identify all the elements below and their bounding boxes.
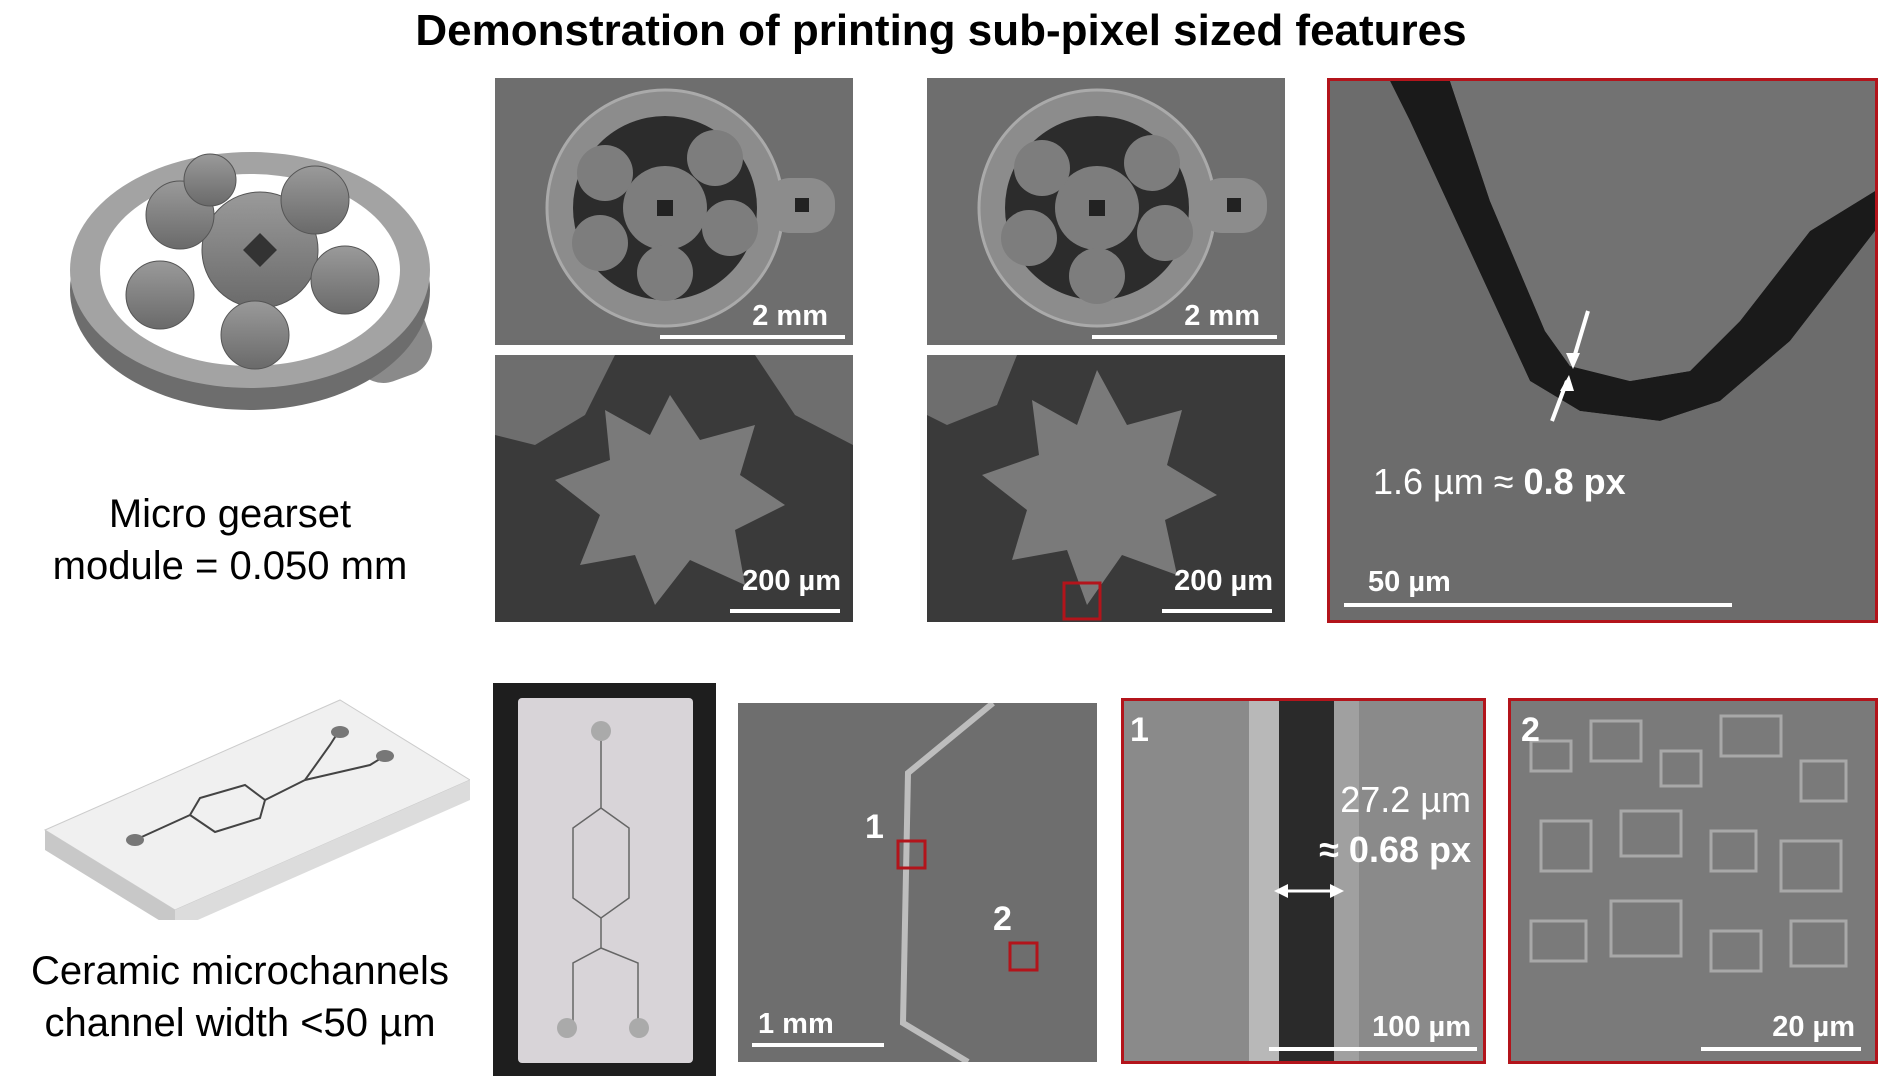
annotation-value: 1.6 µm ≈ bbox=[1373, 461, 1524, 502]
sem-gear-detail-1: 200 µm bbox=[495, 355, 853, 622]
channel-width-pixels: ≈ 0.68 px bbox=[1319, 829, 1471, 871]
highlight-box-1 bbox=[896, 839, 927, 870]
scale-label: 2 mm bbox=[1184, 300, 1260, 332]
scale-bar bbox=[1092, 335, 1277, 339]
sem-channel-zoom-1: 1 27.2 µm ≈ 0.68 px 100 µm bbox=[1121, 698, 1486, 1064]
figure-title: Demonstration of printing sub-pixel size… bbox=[415, 6, 1467, 55]
microchannel-label: Ceramic microchannels channel width <50 … bbox=[5, 945, 475, 1049]
scale-bar bbox=[1344, 603, 1732, 607]
scale-bar bbox=[1269, 1047, 1477, 1051]
sem-gear-overview-1: 2 mm bbox=[495, 78, 853, 345]
panel-number: 2 bbox=[1521, 711, 1540, 749]
scale-bar bbox=[660, 335, 845, 339]
scale-bar bbox=[1701, 1047, 1861, 1051]
gearset-label-line1: Micro gearset bbox=[108, 492, 352, 536]
microchannel-photo bbox=[493, 683, 716, 1076]
scale-label: 200 µm bbox=[1174, 565, 1273, 597]
scale-label: 100 µm bbox=[1372, 1011, 1471, 1043]
gearset-render bbox=[60, 120, 440, 420]
scale-label: 50 µm bbox=[1368, 566, 1451, 598]
sem-channel-zoom-2: 2 20 µm bbox=[1508, 698, 1878, 1064]
scale-label: 1 mm bbox=[758, 1008, 834, 1040]
sem-gear-overview-2: 2 mm bbox=[927, 78, 1285, 345]
sem-gear-zoom: 1.6 µm ≈ 0.8 px 50 µm bbox=[1327, 78, 1878, 623]
highlight-box bbox=[1062, 581, 1102, 621]
microchannel-label-line1: Ceramic microchannels bbox=[31, 949, 449, 993]
channel-width-value: 27.2 µm bbox=[1340, 779, 1471, 820]
microchannel-render bbox=[40, 690, 470, 920]
scale-bar bbox=[752, 1043, 884, 1047]
sem-channel-overview: 1 2 1 mm bbox=[738, 703, 1097, 1062]
marker-2: 2 bbox=[993, 900, 1012, 938]
scale-bar bbox=[1162, 609, 1272, 613]
gearset-label-line2: module = 0.050 mm bbox=[52, 544, 408, 588]
scale-label: 200 µm bbox=[742, 565, 841, 597]
gearset-label: Micro gearset module = 0.050 mm bbox=[20, 488, 440, 592]
thickness-annotation: 1.6 µm ≈ 0.8 px bbox=[1373, 461, 1626, 503]
scale-bar bbox=[730, 609, 840, 613]
scale-label: 20 µm bbox=[1772, 1011, 1855, 1043]
microchannel-label-line2: channel width <50 µm bbox=[44, 1001, 436, 1045]
sem-gear-detail-2: 200 µm bbox=[927, 355, 1285, 622]
channel-width-pixels-text: ≈ 0.68 px bbox=[1319, 829, 1471, 870]
marker-1: 1 bbox=[865, 808, 884, 846]
panel-number: 1 bbox=[1130, 711, 1149, 749]
annotation-pixels: 0.8 px bbox=[1523, 461, 1626, 502]
scale-label: 2 mm bbox=[752, 300, 828, 332]
highlight-box-2 bbox=[1008, 941, 1039, 972]
